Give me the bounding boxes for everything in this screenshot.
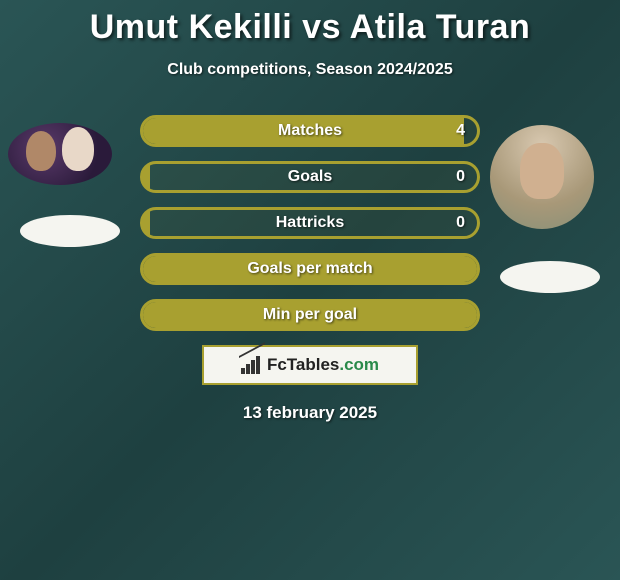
stat-label: Goals [143,164,477,190]
chart-icon [241,356,263,374]
stat-label: Hattricks [143,210,477,236]
player-left-badge [20,215,120,247]
logo-brand: FcTables [267,355,339,374]
logo-suffix: .com [339,355,379,374]
stats-bars: Matches 4 Goals 0 Hattricks 0 Goals per … [140,107,480,331]
stat-label: Min per goal [143,302,477,328]
fctables-logo: FcTables.com [202,345,418,385]
stat-label: Matches [143,118,477,144]
player-right-avatar [490,125,594,229]
subtitle: Club competitions, Season 2024/2025 [0,61,620,79]
stat-label: Goals per match [143,256,477,282]
stat-bar-min-per-goal: Min per goal [140,299,480,331]
stat-bar-hattricks: Hattricks 0 [140,207,480,239]
stat-bar-matches: Matches 4 [140,115,480,147]
date-label: 13 february 2025 [0,403,620,423]
stat-bar-goals-per-match: Goals per match [140,253,480,285]
stat-value: 0 [456,210,465,236]
stat-bar-goals: Goals 0 [140,161,480,193]
player-right-badge [500,261,600,293]
page-title: Umut Kekilli vs Atila Turan [0,0,620,47]
stat-value: 0 [456,164,465,190]
stat-value: 4 [456,118,465,144]
comparison-panel: Matches 4 Goals 0 Hattricks 0 Goals per … [0,107,620,423]
logo-text: FcTables.com [267,355,379,375]
player-left-avatar [8,123,112,185]
